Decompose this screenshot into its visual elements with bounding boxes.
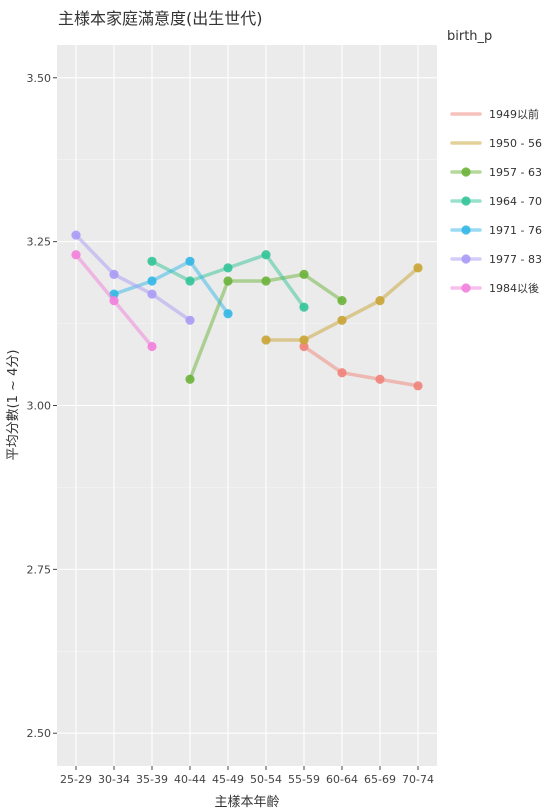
- legend-label: 1984以後: [489, 281, 539, 295]
- data-point: [185, 315, 195, 325]
- x-tick-label: 70-74: [402, 773, 434, 786]
- legend-label: 1957 - 63: [489, 166, 542, 179]
- legend-marker: [461, 283, 471, 293]
- data-point: [261, 250, 271, 260]
- y-axis-title: 平均分數(1 ~ 4分): [6, 350, 21, 461]
- legend-marker: [461, 254, 471, 264]
- series-line: [302, 344, 420, 388]
- data-point: [299, 335, 309, 345]
- data-point: [71, 230, 81, 240]
- legend-item: 1964 - 70: [450, 195, 542, 208]
- series-group: [71, 250, 157, 352]
- x-tick-label: 65-69: [364, 773, 396, 786]
- grid-layer: [57, 45, 437, 766]
- data-point: [185, 256, 195, 266]
- legend-item: 1949以前: [450, 107, 539, 121]
- data-point: [299, 269, 309, 280]
- data-point: [223, 263, 233, 273]
- legend-item: 1977 - 83: [450, 253, 542, 266]
- chart-title: 主様本家庭滿意度(出生世代): [58, 9, 263, 28]
- x-tick-label: 60-64: [326, 773, 358, 786]
- legend-marker: [461, 167, 471, 177]
- legend-label: 1971 - 76: [489, 224, 542, 237]
- data-point: [223, 309, 233, 319]
- x-tick-label: 55-59: [288, 773, 320, 786]
- legend-item: 1950 - 56: [450, 137, 542, 150]
- x-axis: 25-29 30-34 35-39 40-44 45-49 50-54 55-59 60-64…: [60, 766, 434, 786]
- data-point: [109, 269, 119, 280]
- legend-label: 1950 - 56: [489, 137, 542, 150]
- legend-label: 1977 - 83: [489, 253, 542, 266]
- data-point: [375, 296, 385, 306]
- data-point: [71, 250, 81, 260]
- data-point: [413, 263, 423, 273]
- series-line: [74, 233, 192, 323]
- y-tick-label: 2.50: [27, 727, 52, 740]
- data-point: [413, 381, 423, 391]
- y-tick-label: 3.00: [27, 400, 52, 413]
- legend-item: 1971 - 76: [450, 224, 542, 237]
- data-point: [375, 374, 385, 384]
- y-tick-label: 3.50: [27, 72, 52, 85]
- series-line: [112, 259, 230, 316]
- data-point: [109, 296, 119, 306]
- legend-item: 1984以後: [450, 281, 539, 295]
- legend-marker: [461, 225, 471, 235]
- data-point: [147, 276, 157, 286]
- x-tick-label: 40-44: [174, 773, 206, 786]
- data-point: [337, 296, 347, 306]
- data-point: [147, 289, 157, 299]
- data-point: [261, 335, 271, 345]
- legend-label: 1949以前: [489, 107, 539, 121]
- series-group: [261, 263, 423, 345]
- series-group: [299, 341, 423, 391]
- data-point: [185, 374, 195, 384]
- x-axis-title: 主樣本年齡: [214, 795, 279, 810]
- data-point: [147, 256, 157, 266]
- legend: birth_p 1949以前 1950 - 56 1957 - 63 1964 - 7…: [447, 29, 542, 295]
- y-tick-label: 3.25: [27, 236, 52, 249]
- series-group: [185, 269, 347, 384]
- y-axis: 2.50 2.75 3.00 3.25 3.50: [27, 72, 57, 740]
- legend-label: 1964 - 70: [489, 195, 542, 208]
- data-point: [299, 341, 309, 352]
- legend-marker: [461, 196, 471, 206]
- x-tick-label: 45-49: [212, 773, 244, 786]
- data-point: [147, 341, 157, 352]
- data-point: [261, 276, 271, 286]
- data-point: [223, 276, 233, 286]
- x-tick-label: 30-34: [98, 773, 130, 786]
- y-tick-label: 2.75: [27, 563, 52, 576]
- x-tick-label: 50-54: [250, 773, 282, 786]
- legend-title: birth_p: [447, 29, 492, 44]
- data-point: [185, 276, 195, 286]
- legend-item: 1957 - 63: [450, 166, 542, 179]
- series-layer: [71, 230, 423, 391]
- x-tick-label: 25-29: [60, 773, 92, 786]
- data-point: [337, 315, 347, 325]
- data-point: [337, 368, 347, 378]
- series-group: [71, 230, 195, 325]
- x-tick-label: 35-39: [136, 773, 168, 786]
- series-group: [147, 250, 309, 312]
- data-point: [299, 302, 309, 312]
